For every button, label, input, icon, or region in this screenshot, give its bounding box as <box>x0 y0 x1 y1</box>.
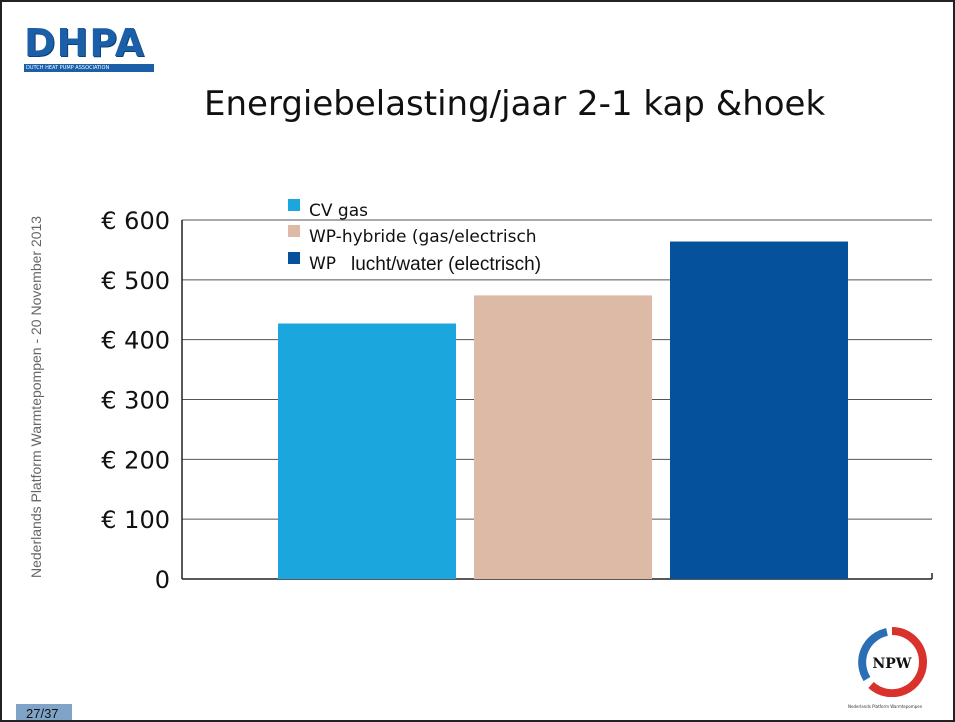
legend-swatch <box>288 199 300 211</box>
y-tick-label: € 100 <box>101 506 170 534</box>
bar <box>670 241 848 580</box>
legend-swatch <box>288 225 300 237</box>
y-tick-label: € 300 <box>101 387 170 415</box>
legend-label: CV gas <box>309 201 368 221</box>
npw-arc-red2-icon <box>868 661 927 697</box>
y-tick-label: € 600 <box>101 207 170 235</box>
legend-label: WP-hybride (gas/electrisch <box>309 227 537 247</box>
npw-logo: NPW <box>858 627 927 697</box>
y-tick-label: 0 <box>155 566 170 594</box>
dhpa-logo: DHPA DUTCH HEAT PUMP ASSOCIATION <box>24 24 164 76</box>
page-number-badge: 27/37 <box>16 704 72 720</box>
y-tick-label: € 400 <box>101 327 170 355</box>
y-tick-label: € 500 <box>101 267 170 295</box>
legend-swatch <box>288 252 300 264</box>
npw-arc-red-icon <box>891 627 927 663</box>
npw-logo-caption: Nederlands Platform Warmtepompen <box>848 704 923 709</box>
dhpa-logo-subtitle: DUTCH HEAT PUMP ASSOCIATION <box>24 64 154 72</box>
bar <box>278 323 456 579</box>
npw-arc-blue-icon <box>858 628 889 682</box>
dhpa-logo-text: DHPA <box>24 21 146 65</box>
legend-overlay-box <box>344 248 610 276</box>
slide-title: Energiebelasting/jaar 2-1 kap &hoek <box>204 84 826 124</box>
bar <box>474 295 652 579</box>
legend-label: lucht/water (electrisch) <box>351 254 541 275</box>
y-tick-label: € 200 <box>101 446 170 474</box>
legend-label: WP <box>309 254 336 274</box>
npw-logo-text: NPW <box>872 656 911 672</box>
